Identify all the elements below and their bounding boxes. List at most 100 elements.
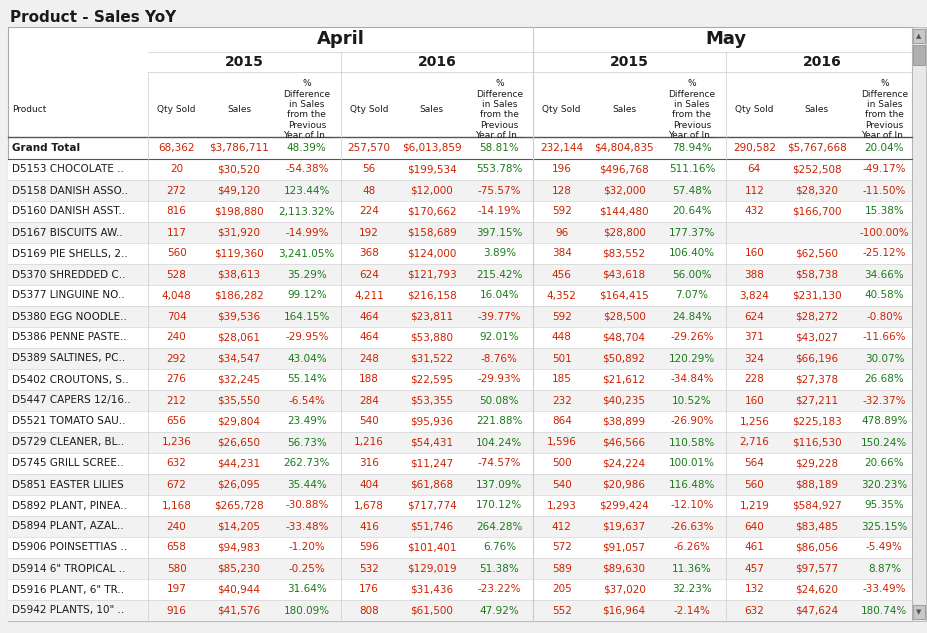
Text: D5377 LINGUINE NO..: D5377 LINGUINE NO..	[12, 291, 125, 301]
Text: 35.44%: 35.44%	[286, 480, 326, 489]
Bar	[913, 45, 925, 65]
Text: 177.37%: 177.37%	[668, 227, 715, 237]
Text: D5916 PLANT, 6" TR..: D5916 PLANT, 6" TR..	[12, 584, 124, 594]
Text: $4,804,835: $4,804,835	[594, 143, 654, 153]
Bar	[8, 159, 912, 180]
Bar	[913, 29, 925, 43]
Bar	[8, 432, 912, 453]
Text: $40,235: $40,235	[603, 396, 645, 406]
Text: 20.04%: 20.04%	[865, 143, 904, 153]
Text: -6.54%: -6.54%	[288, 396, 325, 406]
Text: $129,019: $129,019	[407, 563, 456, 573]
Text: $198,880: $198,880	[214, 206, 264, 216]
Text: 99.12%: 99.12%	[286, 291, 326, 301]
Text: 24.84%: 24.84%	[672, 311, 712, 322]
Text: 3,241.05%: 3,241.05%	[279, 249, 335, 258]
Text: $121,793: $121,793	[407, 270, 456, 280]
Text: $32,245: $32,245	[218, 375, 260, 384]
Text: Sales: Sales	[227, 105, 251, 114]
Text: $23,811: $23,811	[410, 311, 453, 322]
Text: 117: 117	[167, 227, 186, 237]
Text: Qty Sold: Qty Sold	[735, 105, 773, 114]
Text: 324: 324	[744, 353, 764, 363]
Text: 371: 371	[744, 332, 764, 342]
Text: 592: 592	[552, 206, 572, 216]
Text: $27,211: $27,211	[795, 396, 838, 406]
Text: 30.07%: 30.07%	[865, 353, 904, 363]
Text: D5906 POINSETTIAS ..: D5906 POINSETTIAS ..	[12, 542, 127, 553]
Bar	[8, 285, 912, 306]
Text: $97,577: $97,577	[795, 563, 838, 573]
Text: $32,000: $32,000	[603, 185, 645, 196]
Text: $231,130: $231,130	[792, 291, 842, 301]
Text: 325.15%: 325.15%	[861, 522, 908, 532]
Text: -26.90%: -26.90%	[670, 417, 714, 427]
Text: 1,293: 1,293	[547, 501, 577, 510]
Text: $584,927: $584,927	[792, 501, 842, 510]
Text: $12,000: $12,000	[410, 185, 453, 196]
Bar	[8, 222, 912, 243]
Bar	[8, 579, 912, 600]
Text: 1,596: 1,596	[547, 437, 577, 448]
Text: $39,536: $39,536	[218, 311, 260, 322]
Text: 511.16%: 511.16%	[668, 165, 715, 175]
Bar	[8, 516, 912, 537]
Text: 180.74%: 180.74%	[861, 606, 908, 615]
Text: %
Difference
in Sales
from the
Previous
Year of In..: % Difference in Sales from the Previous …	[668, 79, 716, 140]
Text: 316: 316	[359, 458, 379, 468]
Text: $28,800: $28,800	[603, 227, 645, 237]
Text: 501: 501	[552, 353, 572, 363]
Text: 95.35%: 95.35%	[865, 501, 905, 510]
Text: 640: 640	[744, 522, 764, 532]
Bar	[8, 180, 912, 201]
Text: $62,560: $62,560	[795, 249, 838, 258]
Text: $166,700: $166,700	[792, 206, 842, 216]
Text: 112: 112	[744, 185, 764, 196]
Text: -29.26%: -29.26%	[670, 332, 714, 342]
Bar	[8, 369, 912, 390]
Text: $83,552: $83,552	[603, 249, 645, 258]
Text: Product - Sales YoY: Product - Sales YoY	[10, 10, 176, 25]
Text: 262.73%: 262.73%	[284, 458, 330, 468]
Text: 4,048: 4,048	[161, 291, 192, 301]
Text: -0.80%: -0.80%	[866, 311, 903, 322]
Text: $252,508: $252,508	[792, 165, 842, 175]
Text: 284: 284	[359, 396, 379, 406]
Text: $6,013,859: $6,013,859	[401, 143, 462, 153]
Text: 596: 596	[359, 542, 379, 553]
Text: D5894 PLANT, AZAL..: D5894 PLANT, AZAL..	[12, 522, 123, 532]
Text: $31,436: $31,436	[410, 584, 453, 594]
Text: 58.81%: 58.81%	[479, 143, 519, 153]
Text: 55.14%: 55.14%	[286, 375, 326, 384]
Text: $86,056: $86,056	[795, 542, 838, 553]
Text: 106.40%: 106.40%	[668, 249, 715, 258]
Text: 461: 461	[744, 542, 764, 553]
Text: 232: 232	[552, 396, 572, 406]
Text: 78.94%: 78.94%	[672, 143, 712, 153]
Text: 448: 448	[552, 332, 572, 342]
Text: $29,804: $29,804	[218, 417, 260, 427]
Text: 320.23%: 320.23%	[861, 480, 908, 489]
Text: 170.12%: 170.12%	[476, 501, 523, 510]
Text: -33.48%: -33.48%	[285, 522, 328, 532]
Text: 632: 632	[167, 458, 186, 468]
Text: $30,520: $30,520	[218, 165, 260, 175]
Text: $124,000: $124,000	[407, 249, 456, 258]
Text: 532: 532	[359, 563, 379, 573]
Text: $38,899: $38,899	[603, 417, 645, 427]
Text: 15.38%: 15.38%	[865, 206, 905, 216]
Text: 132: 132	[744, 584, 764, 594]
Text: 624: 624	[744, 311, 764, 322]
Text: D5942 PLANTS, 10" ..: D5942 PLANTS, 10" ..	[12, 606, 124, 615]
Text: -1.20%: -1.20%	[288, 542, 325, 553]
Text: 864: 864	[552, 417, 572, 427]
Text: 92.01%: 92.01%	[479, 332, 519, 342]
Text: 432: 432	[744, 206, 764, 216]
Text: 100.01%: 100.01%	[669, 458, 715, 468]
Text: 580: 580	[167, 563, 186, 573]
Text: 2,113.32%: 2,113.32%	[279, 206, 335, 216]
Text: 215.42%: 215.42%	[476, 270, 523, 280]
Text: 31.64%: 31.64%	[286, 584, 326, 594]
Text: $216,158: $216,158	[407, 291, 456, 301]
Text: 120.29%: 120.29%	[668, 353, 715, 363]
